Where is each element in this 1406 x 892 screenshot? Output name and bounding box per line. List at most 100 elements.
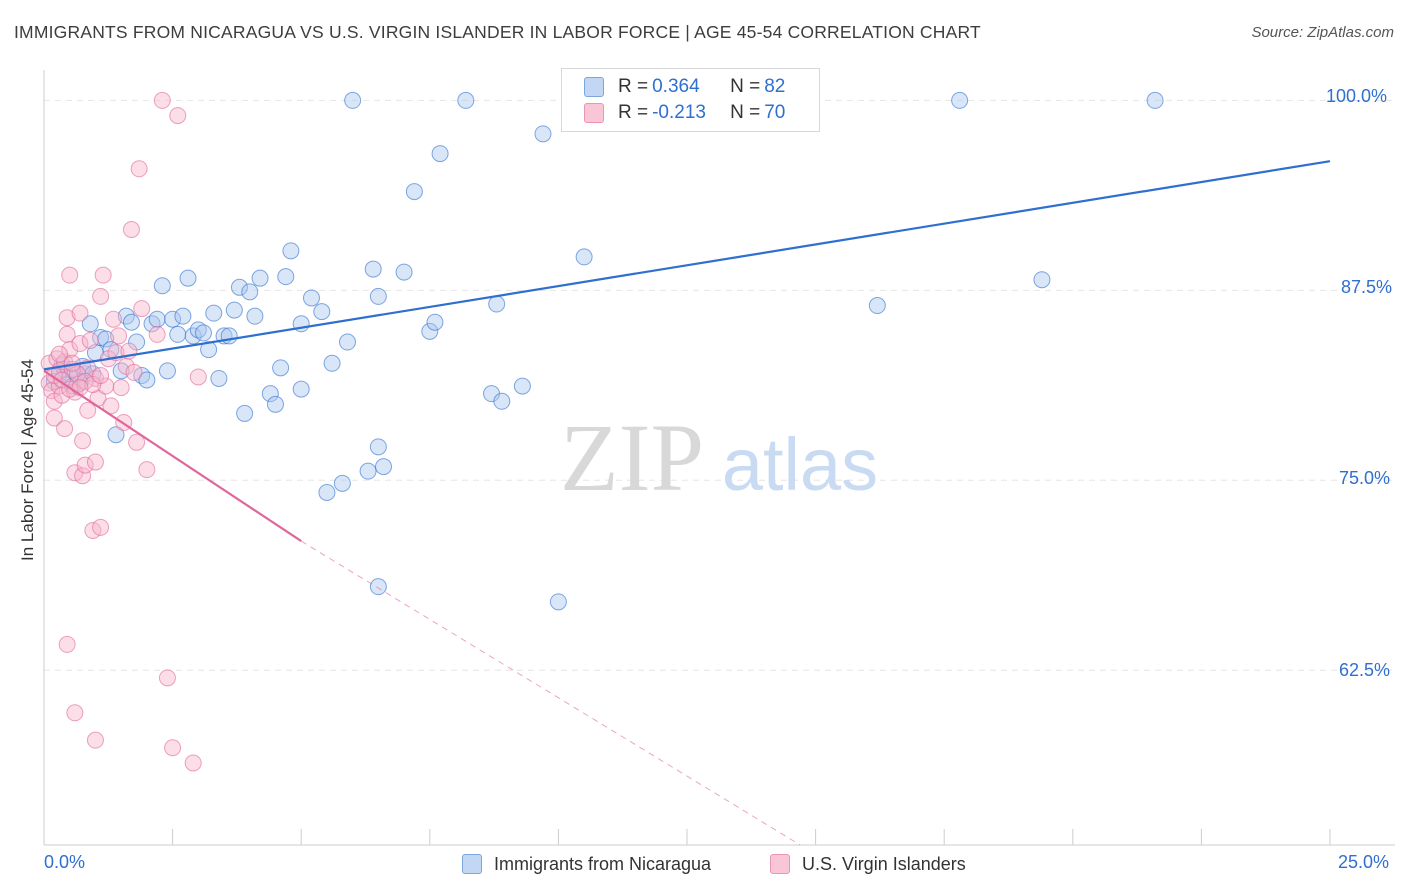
chart-title: IMMIGRANTS FROM NICARAGUA VS U.S. VIRGIN…	[14, 22, 981, 42]
nicaragua-point	[338, 333, 356, 351]
nicaragua-point	[868, 297, 886, 315]
virgin-islander-point	[71, 304, 89, 322]
nicaragua-point	[241, 283, 259, 301]
virgin-islander-point	[92, 366, 110, 384]
y-tick-label-87-5: 87.5%	[1341, 277, 1393, 297]
legend-swatch-pink	[770, 854, 790, 874]
nicaragua-point	[107, 426, 125, 444]
virgin-islander-point	[125, 363, 143, 381]
virgin-islander-trend-extension	[300, 540, 801, 846]
virgin-islander-point	[148, 325, 166, 343]
nicaragua-point	[179, 269, 197, 287]
nicaragua-point	[1033, 271, 1051, 289]
virgin-islander-point	[94, 266, 112, 284]
legend-r-value: -0.213	[652, 102, 706, 123]
nicaragua-point	[230, 278, 248, 296]
nicaragua-point	[205, 304, 223, 322]
nicaragua-point	[369, 287, 387, 305]
series-legend-nicaragua: Immigrants from Nicaragua	[462, 851, 711, 877]
nicaragua-point	[148, 310, 166, 328]
nicaragua-point	[272, 359, 290, 377]
virgin-islander-point	[164, 739, 182, 757]
nicaragua-point	[210, 369, 228, 387]
nicaragua-point	[369, 578, 387, 596]
nicaragua-point	[302, 289, 320, 307]
nicaragua-point	[426, 313, 444, 331]
nicaragua-point	[344, 91, 362, 109]
nicaragua-point	[138, 371, 156, 389]
virgin-islander-point	[92, 287, 110, 305]
virgin-islander-point	[81, 331, 99, 349]
virgin-islander-point	[74, 467, 92, 485]
virgin-islander-point	[169, 107, 187, 125]
virgin-islander-point	[104, 310, 122, 328]
virgin-islander-point	[122, 221, 140, 239]
nicaragua-point	[364, 260, 382, 278]
legend-swatch-pink	[584, 103, 604, 123]
legend-n-value: 70	[764, 102, 786, 123]
x-tick-label-min: 0.0%	[44, 852, 86, 872]
nicaragua-point	[323, 354, 341, 372]
nicaragua-point	[112, 362, 130, 380]
series-legend-label: U.S. Virgin Islanders	[802, 853, 966, 874]
nicaragua-point	[220, 327, 238, 345]
virgin-islander-point	[45, 409, 63, 427]
virgin-islander-point	[56, 420, 74, 438]
nicaragua-point	[488, 295, 506, 313]
virgin-islander-point	[110, 327, 128, 345]
y-tick-label-62-5: 62.5%	[1339, 660, 1391, 680]
nicaragua-point	[169, 325, 187, 343]
grid-layer	[44, 99, 1395, 671]
legend-r-value: 0.364	[652, 76, 700, 97]
nicaragua-point	[261, 385, 279, 403]
nicaragua-point	[236, 404, 254, 422]
correlation-legend: R = 0.364 N = 82 R = -0.213 N = 70	[561, 68, 820, 132]
trend-layer	[43, 160, 1331, 846]
virgin-islander-point	[76, 456, 94, 474]
virgin-islander-point	[61, 266, 79, 284]
nicaragua-point	[153, 277, 171, 295]
axis-layer	[43, 70, 1395, 846]
legend-n-label: N =	[730, 76, 761, 97]
virgin-islander-point	[138, 461, 156, 479]
virgin-islander-point	[74, 432, 92, 450]
nicaragua-point	[251, 269, 269, 287]
nicaragua-point	[369, 438, 387, 456]
virgin-islander-point	[66, 704, 84, 722]
virgin-islander-point	[86, 453, 104, 471]
nicaragua-point	[81, 315, 99, 333]
nicaragua-point	[246, 307, 264, 325]
nicaragua-point	[333, 474, 351, 492]
virgin-islander-point	[71, 379, 89, 397]
nicaragua-point	[292, 380, 310, 398]
series-legend-virgin-islanders: U.S. Virgin Islanders	[770, 851, 966, 877]
nicaragua-point	[457, 91, 475, 109]
virgin-islander-point	[79, 401, 97, 419]
y-axis-label: In Labor Force | Age 45-54	[18, 359, 37, 561]
nicaragua-point	[225, 301, 243, 319]
nicaragua-point	[164, 310, 182, 328]
y-tick-label-75: 75.0%	[1339, 468, 1391, 488]
nicaragua-point	[158, 362, 176, 380]
nicaragua-point	[359, 462, 377, 480]
nicaragua-point	[266, 395, 284, 413]
virgin-islander-point	[189, 368, 207, 386]
virgin-islander-point	[86, 731, 104, 749]
legend-r-label: R =	[618, 76, 649, 97]
y-tick-label-100: 100.0%	[1326, 86, 1388, 106]
nicaragua-point	[189, 321, 207, 339]
nicaragua-point	[282, 242, 300, 260]
virgin-islander-point	[92, 518, 110, 536]
nicaragua-point	[318, 483, 336, 501]
legend-r-label: R =	[618, 102, 649, 123]
watermark-zip: ZIP	[560, 404, 704, 511]
nicaragua-point	[421, 322, 439, 340]
nicaragua-point	[1146, 91, 1164, 109]
nicaragua-point	[575, 248, 593, 266]
nicaragua-point	[549, 593, 567, 611]
nicaragua-point	[513, 377, 531, 395]
series-legend-label: Immigrants from Nicaragua	[494, 853, 712, 874]
virgin-islander-point	[133, 300, 151, 318]
nicaragua-point	[143, 315, 161, 333]
legend-swatch-blue	[584, 77, 604, 97]
